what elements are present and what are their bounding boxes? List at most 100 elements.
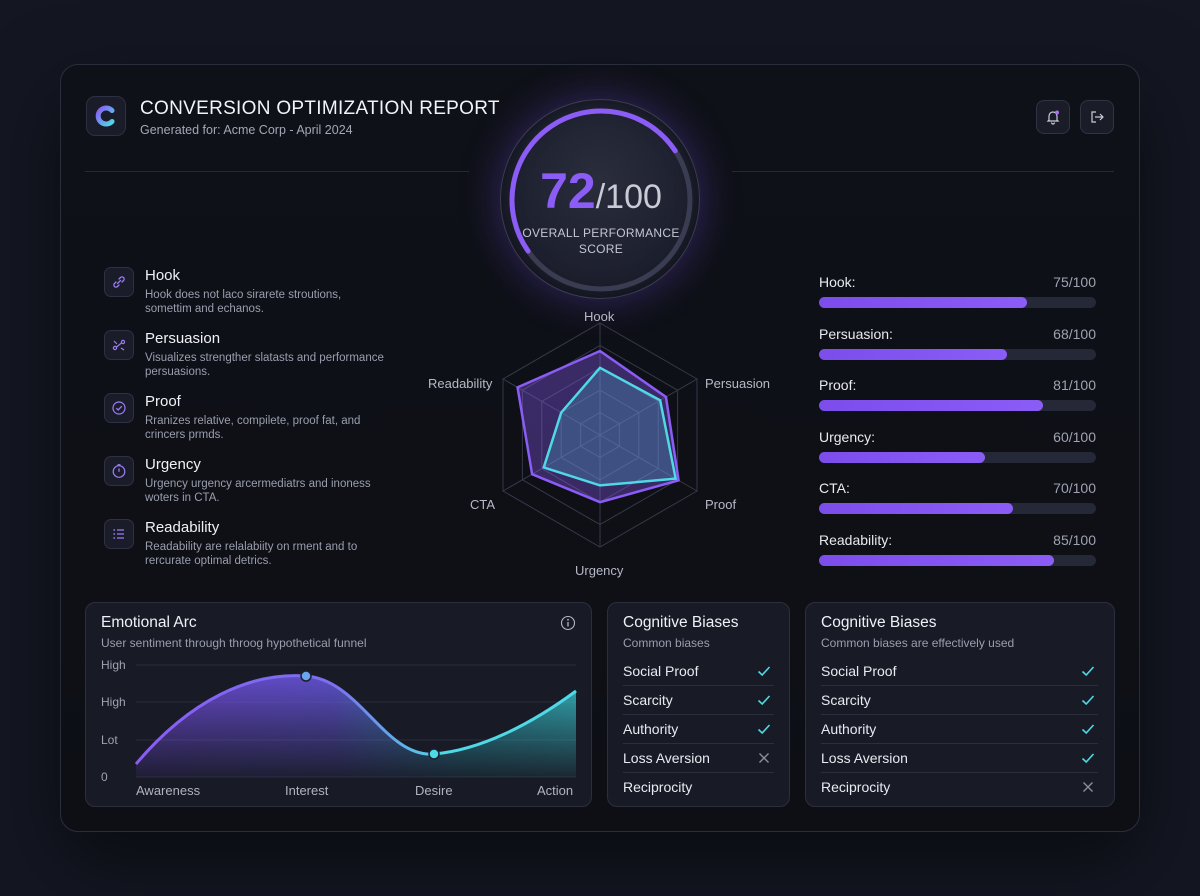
score-bar-label: CTA: xyxy=(819,480,850,496)
biases-title: Cognitive Biases xyxy=(623,614,739,631)
progress-fill xyxy=(819,349,1008,360)
arc-x-label: Desire xyxy=(415,783,453,798)
arc-x-label: Action xyxy=(537,783,574,798)
check-icon xyxy=(1080,750,1096,766)
progress-fill xyxy=(819,503,1013,514)
score-bar-label: Urgency: xyxy=(819,429,876,445)
bias-row: Loss Aversion xyxy=(623,744,774,773)
flow-icon xyxy=(104,330,134,360)
metric-title: Persuasion xyxy=(145,330,221,347)
bias-row: Scarcity xyxy=(821,686,1098,715)
metric-description: Readability are relalabiity on rment and… xyxy=(145,541,358,567)
progress-fill xyxy=(819,297,1027,308)
score-max: /100 xyxy=(595,178,662,216)
arc-y-label: Lot xyxy=(101,733,118,747)
progress-fill xyxy=(819,452,986,463)
score-bar-value: 70/100 xyxy=(1053,480,1096,496)
check-icon xyxy=(1080,663,1096,679)
emotional-arc-card xyxy=(85,602,592,807)
score-bar-value: 68/100 xyxy=(1053,326,1096,342)
info-button[interactable] xyxy=(560,615,576,631)
score-bar-value: 75/100 xyxy=(1053,274,1096,290)
score-bar-label: Proof: xyxy=(819,377,857,393)
bias-name: Scarcity xyxy=(821,692,871,708)
arc-y-label: High xyxy=(101,658,126,672)
arc-subtitle: User sentiment through throog hypothetic… xyxy=(101,636,367,650)
score-bar-label: Persuasion: xyxy=(819,326,893,342)
logout-icon xyxy=(1091,111,1104,123)
bias-name: Authority xyxy=(623,721,679,737)
bias-row: Loss Aversion xyxy=(821,744,1098,773)
biases-title: Cognitive Biases xyxy=(821,614,937,631)
check-icon xyxy=(756,663,772,679)
bias-name: Loss Aversion xyxy=(623,750,710,766)
bias-name: Social Proof xyxy=(821,663,897,679)
bias-name: Authority xyxy=(821,721,877,737)
metric-description: Rranizes relative, compilete, proof fat,… xyxy=(145,415,361,441)
progress-track xyxy=(819,555,1096,566)
radar-axis-label: Hook xyxy=(584,309,615,324)
score-readout: 72/100 xyxy=(501,162,701,220)
bias-row: Authority xyxy=(821,715,1098,744)
arc-y-label: 0 xyxy=(101,770,108,784)
bias-row: Authority xyxy=(623,715,774,744)
metric-description: Hook does not laco sirarete stroutions, … xyxy=(145,289,342,315)
check-circle-icon xyxy=(104,393,134,423)
score-bar-label: Hook: xyxy=(819,274,856,290)
bell-icon xyxy=(1046,110,1060,125)
score-bar-value: 85/100 xyxy=(1053,532,1096,548)
list-icon xyxy=(104,519,134,549)
bias-name: Reciprocity xyxy=(623,779,693,795)
check-icon xyxy=(756,692,772,708)
progress-track xyxy=(819,503,1096,514)
arc-x-label: Interest xyxy=(285,783,329,798)
progress-track xyxy=(819,452,1096,463)
metric-title: Proof xyxy=(145,393,181,410)
divider xyxy=(732,171,1114,172)
progress-track xyxy=(819,297,1096,308)
bias-name: Scarcity xyxy=(623,692,673,708)
bias-row: Social Proof xyxy=(821,657,1098,686)
info-icon xyxy=(560,615,576,631)
overall-score-gauge: 72/100 OVERALL PERFORMANCE SCORE xyxy=(500,99,700,299)
bias-row: Reciprocity xyxy=(623,773,774,802)
arc-x-label: Awareness xyxy=(136,783,201,798)
bias-row: Social Proof xyxy=(623,657,774,686)
cross-icon xyxy=(1080,779,1096,795)
page-title: CONVERSION OPTIMIZATION REPORT xyxy=(140,98,500,119)
radar-axis-label: Readability xyxy=(428,376,493,391)
radar-axis-label: CTA xyxy=(470,497,496,512)
radar-axis-label: Proof xyxy=(705,497,737,512)
bias-name: Social Proof xyxy=(623,663,699,679)
notifications-button[interactable] xyxy=(1036,100,1070,134)
check-icon xyxy=(756,721,772,737)
arc-y-label: High xyxy=(101,695,126,709)
score-bar-value: 60/100 xyxy=(1053,429,1096,445)
metric-description: Visualizes strengther slatasts and perfo… xyxy=(145,352,384,378)
progress-fill xyxy=(819,555,1055,566)
score-bar-label: Readability: xyxy=(819,532,893,548)
check-icon xyxy=(1080,721,1096,737)
score-arc xyxy=(509,108,678,254)
biases-subtitle: Common biases are effectively used xyxy=(821,636,1015,650)
page-subtitle: Generated for: Acme Corp - April 2024 xyxy=(140,123,353,137)
clock-icon xyxy=(104,456,134,486)
score-value: 72 xyxy=(540,163,596,219)
metric-description: Urgency urgency arcermediatrs and inones… xyxy=(145,478,371,504)
radar-axis-label: Urgency xyxy=(575,563,624,578)
check-icon xyxy=(1080,692,1096,708)
biases-subtitle: Common biases xyxy=(623,636,710,650)
bias-name: Loss Aversion xyxy=(821,750,908,766)
divider xyxy=(85,171,469,172)
bias-name: Reciprocity xyxy=(821,779,891,795)
metric-title: Hook xyxy=(145,267,181,284)
logo-icon xyxy=(95,105,115,127)
logout-button[interactable] xyxy=(1080,100,1114,134)
progress-track xyxy=(819,349,1096,360)
link-icon xyxy=(104,267,134,297)
bias-row: Reciprocity xyxy=(821,773,1098,802)
radar-axis-label: Persuasion xyxy=(705,376,771,391)
app-logo xyxy=(86,96,126,136)
metric-title: Urgency xyxy=(145,456,201,473)
progress-track xyxy=(819,400,1096,411)
